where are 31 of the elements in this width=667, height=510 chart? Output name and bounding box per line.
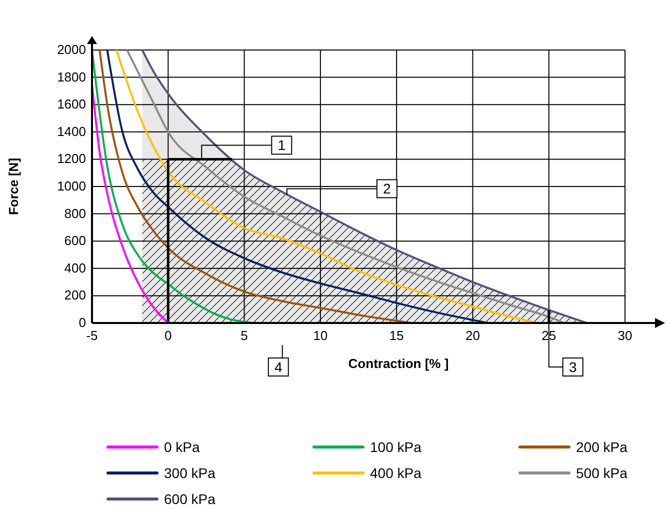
legend-label: 0 kPa (164, 439, 200, 455)
y-tick-label: 1000 (57, 178, 86, 194)
y-tick-label: 400 (64, 260, 86, 276)
legend-label: 100 kPa (370, 439, 422, 455)
legend-label: 300 kPa (164, 465, 216, 481)
annotation: 4 (274, 359, 282, 375)
y-tick-label: 600 (64, 233, 86, 248)
annotation: 2 (383, 180, 392, 197)
annotation: 1 (278, 137, 286, 154)
x-tick-label: 30 (618, 328, 632, 343)
x-tick-label: 5 (240, 328, 248, 343)
y-tick-label: 1200 (57, 151, 86, 166)
legend-label: 600 kPa (164, 491, 216, 507)
y-tick-label: 0 (78, 315, 86, 330)
y-tick-label: 1800 (57, 69, 86, 84)
y-tick-label: 1600 (57, 96, 86, 112)
annotation: 3 (568, 359, 577, 375)
y-tick-label: 800 (64, 206, 86, 221)
y-axis-title: Force [N] (6, 158, 21, 216)
legend-label: 500 kPa (576, 465, 628, 481)
x-tick-label: 20 (465, 328, 480, 343)
x-tick-label: 0 (164, 328, 172, 343)
y-tick-label: 1400 (57, 124, 86, 139)
x-tick-label: 10 (313, 328, 328, 343)
legend-label: 200 kPa (576, 439, 628, 455)
x-tick-label: 15 (389, 328, 404, 343)
x-axis-title: Contraction [% ] (348, 356, 449, 371)
y-tick-label: 200 (64, 288, 86, 303)
legend-label: 400 kPa (370, 465, 422, 481)
y-tick-label: 2000 (57, 42, 86, 57)
x-tick-label: -5 (86, 328, 98, 343)
